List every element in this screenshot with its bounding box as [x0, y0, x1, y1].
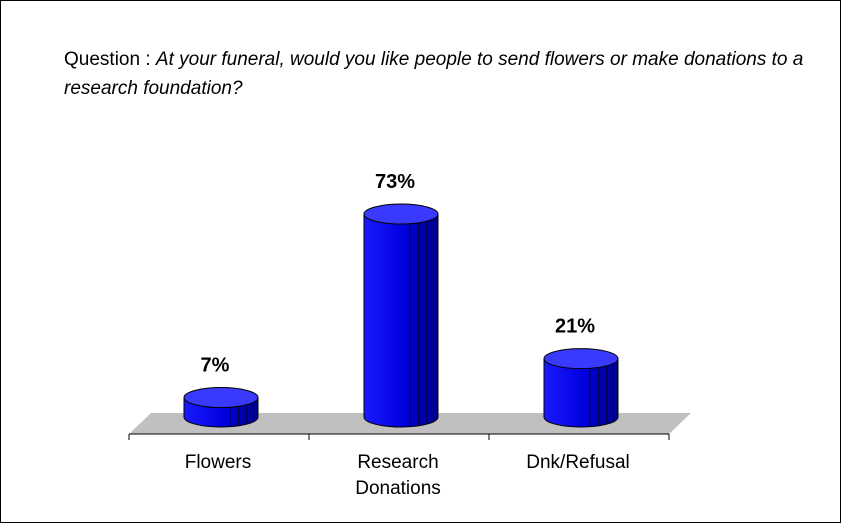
- x-axis-ticks: [128, 434, 670, 440]
- value-label: 21%: [555, 316, 595, 338]
- value-label: 73%: [375, 171, 415, 193]
- value-label: 7%: [201, 355, 230, 377]
- bar-body: [363, 213, 439, 428]
- question-body: At your funeral, would you like people t…: [64, 49, 804, 99]
- category-label: Research: [357, 452, 438, 473]
- category-label: Donations: [355, 478, 441, 499]
- category-label: Dnk/Refusal: [526, 452, 630, 473]
- bar-dnk-refusal: [543, 348, 619, 428]
- category-label: Flowers: [185, 452, 252, 473]
- bar-body: [543, 358, 619, 428]
- question-text: Question : At your funeral, would you li…: [64, 45, 804, 103]
- bar-top: [363, 203, 439, 225]
- category-labels-group: Flowers Research Donations Dnk/Refusal: [185, 452, 630, 499]
- bar-top: [183, 387, 259, 409]
- bar-flowers: [183, 387, 259, 428]
- value-labels-group: 7% 73% 21%: [201, 171, 596, 376]
- bar-top: [543, 348, 619, 370]
- question-prefix: Question :: [64, 49, 156, 70]
- bars-group: [183, 203, 619, 428]
- bar-research-donations: [363, 203, 439, 428]
